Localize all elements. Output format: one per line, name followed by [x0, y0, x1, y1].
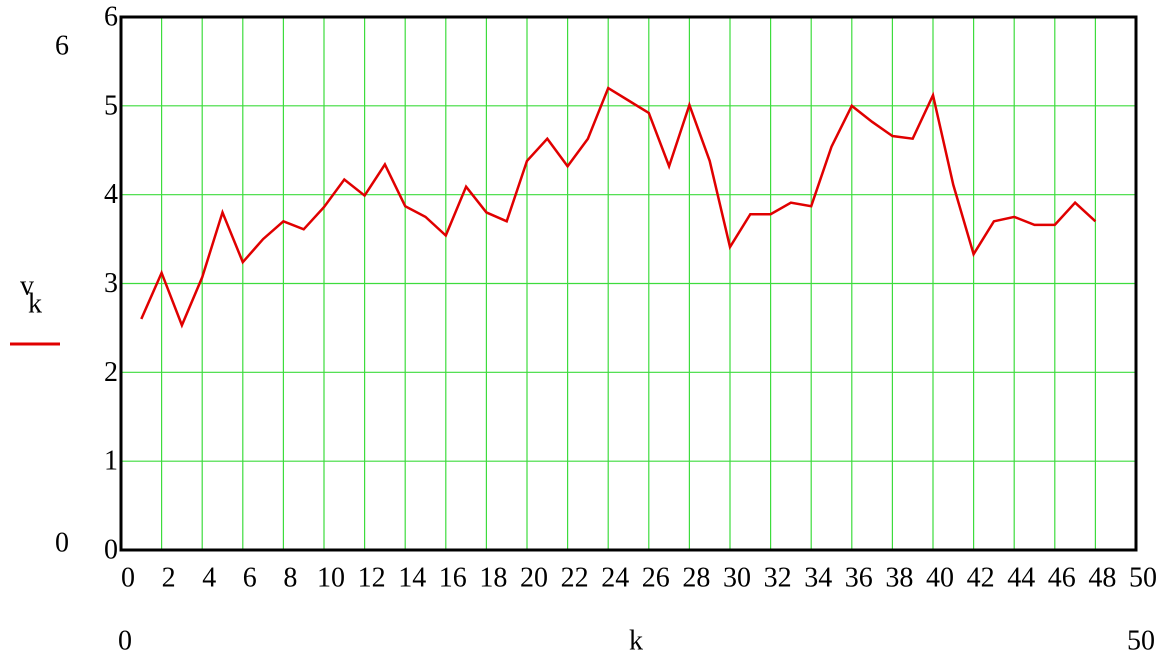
y-axis-label: v	[20, 270, 34, 301]
y-tick-label: 2	[104, 357, 118, 388]
y-tick-label: 3	[104, 268, 118, 299]
y-tick-label: 5	[104, 90, 118, 121]
y-tick-label: 1	[104, 446, 118, 477]
x-tick-label: 40	[926, 562, 954, 593]
x-tick-label: 28	[682, 562, 710, 593]
y-max-label: 6	[55, 30, 69, 61]
x-tick-label: 20	[520, 562, 548, 593]
x-tick-label: 2	[162, 562, 176, 593]
y-axis-label-subscript: k	[28, 288, 42, 319]
x-tick-label: 42	[967, 562, 995, 593]
x-tick-label: 18	[479, 562, 507, 593]
x-axis-label: k	[629, 625, 643, 656]
y-min-label: 0	[55, 527, 69, 558]
x-max-label: 50	[1127, 625, 1155, 656]
x-tick-label: 16	[439, 562, 467, 593]
x-tick-label: 36	[845, 562, 873, 593]
x-tick-label: 48	[1088, 562, 1116, 593]
plot-frame	[119, 15, 1138, 552]
y-tick-label: 6	[104, 1, 118, 32]
x-tick-label: 44	[1007, 562, 1035, 593]
x-tick-label: 4	[202, 562, 216, 593]
x-tick-label: 30	[723, 562, 751, 593]
x-tick-label: 8	[283, 562, 297, 593]
x-tick-label: 24	[601, 562, 629, 593]
x-tick-label: 38	[885, 562, 913, 593]
x-tick-label: 50	[1129, 562, 1157, 593]
x-tick-label: 10	[317, 562, 345, 593]
x-min-label: 0	[118, 625, 132, 656]
y-tick-label: 4	[104, 179, 118, 210]
x-tick-label: 6	[243, 562, 257, 593]
x-tick-label: 22	[561, 562, 589, 593]
x-tick-label: 32	[764, 562, 792, 593]
x-tick-label: 14	[398, 562, 426, 593]
x-tick-label: 26	[642, 562, 670, 593]
data-line	[140, 86, 1097, 329]
x-tick-label: 0	[121, 562, 135, 593]
y-tick-label: 0	[104, 534, 118, 565]
x-tick-label: 46	[1048, 562, 1076, 593]
x-tick-label: 12	[358, 562, 386, 593]
x-tick-label: 34	[804, 562, 832, 593]
